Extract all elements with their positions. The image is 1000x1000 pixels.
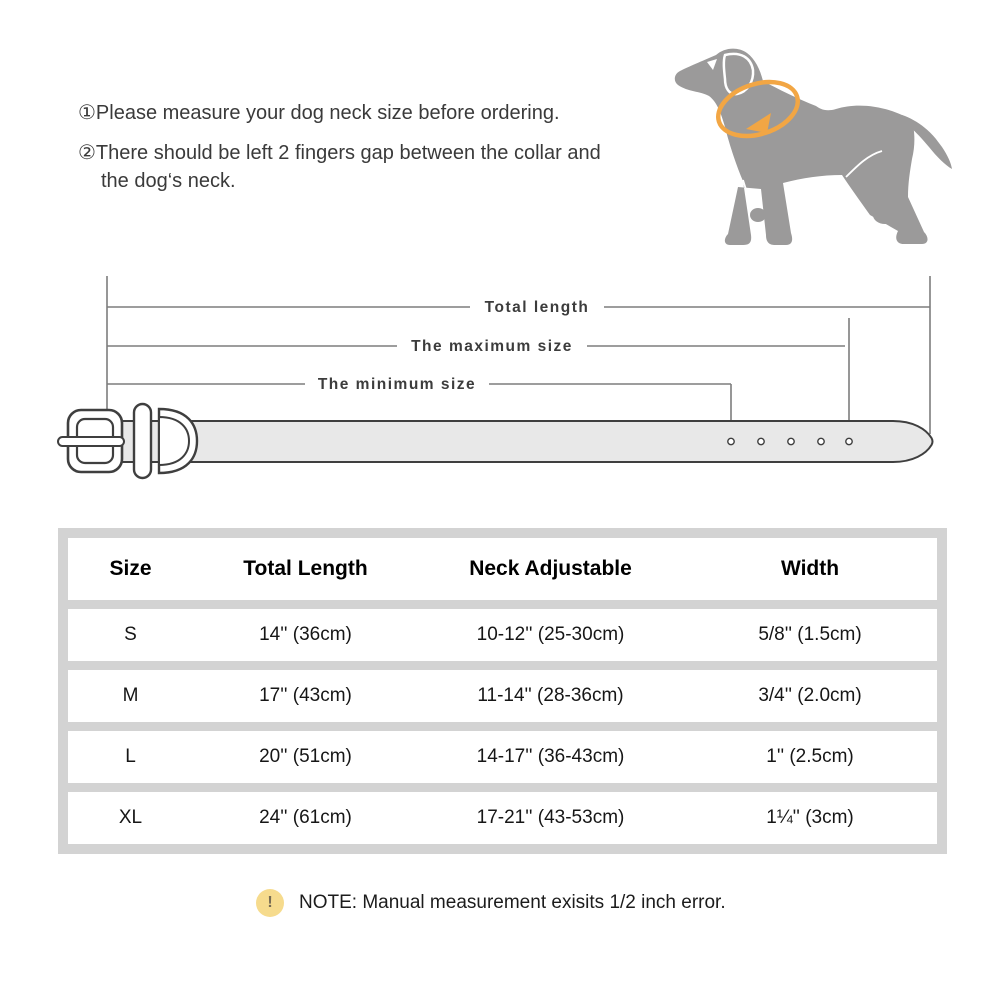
table-cell: 14'' (36cm) xyxy=(259,624,352,645)
measurement-note: ! NOTE: Manual measurement exisits 1/2 i… xyxy=(256,889,726,917)
dog-far-front-paw xyxy=(750,208,766,222)
table-cell: M xyxy=(122,685,139,706)
collar-diagram: Total length The maximum size The minimu… xyxy=(0,260,1000,520)
table-row-m: M 17'' (43cm) 11-14'' (28-36cm) 3/4'' (2… xyxy=(68,670,937,722)
collar-buckle-prong xyxy=(57,436,125,447)
exclamation-icon: ! xyxy=(256,889,284,917)
table-cell: XL xyxy=(118,807,143,828)
maximum-size-label: The maximum size xyxy=(411,338,573,355)
table-cell: 11-14'' (28-36cm) xyxy=(477,685,624,706)
total-length-label: Total length xyxy=(485,299,590,316)
dog-leg-separator xyxy=(742,179,754,230)
neck-measure-ring xyxy=(715,79,801,139)
table-row-xl: XL 24'' (61cm) 17-21'' (43-53cm) 1¼'' (3… xyxy=(68,792,937,844)
table-cell: 1'' (2.5cm) xyxy=(766,746,854,767)
table-cell: 10-12'' (25-30cm) xyxy=(476,624,625,645)
table-cell: 20'' (51cm) xyxy=(259,746,352,767)
header-size: Size xyxy=(109,557,152,580)
collar-strap xyxy=(121,420,934,463)
table-cell: 17'' (43cm) xyxy=(259,685,352,706)
dog-illustration xyxy=(650,25,960,265)
table-cell: L xyxy=(125,746,136,767)
dog-thigh-separator xyxy=(845,150,883,178)
table-cell: 3/4'' (2.0cm) xyxy=(758,685,862,706)
size-table-header-row: Size Total Length Neck Adjustable Width xyxy=(68,538,937,600)
dog-tail xyxy=(902,115,952,169)
neck-measure-arrowhead xyxy=(746,113,771,133)
table-cell: 24'' (61cm) xyxy=(259,807,352,828)
table-row-l: L 20'' (51cm) 14-17'' (36-43cm) 1'' (2.5… xyxy=(68,731,937,783)
dog-body xyxy=(674,48,952,245)
dog-silhouette-svg xyxy=(674,48,952,245)
minimum-size-label: The minimum size xyxy=(318,376,476,393)
measurement-lines xyxy=(106,276,931,440)
table-cell: 17-21'' (43-53cm) xyxy=(476,807,625,828)
collar-d-ring-inner xyxy=(158,415,191,467)
table-cell: 1¼'' (3cm) xyxy=(766,807,854,828)
collar-diagram-svg: Total length The maximum size The minimu… xyxy=(57,276,934,480)
table-cell: 5/8'' (1.5cm) xyxy=(758,624,862,645)
measuring-instructions: ①Please measure your dog neck size befor… xyxy=(78,99,618,195)
dog-ear xyxy=(722,52,755,96)
header-width: Width xyxy=(780,557,840,580)
table-row-s: S 14'' (36cm) 10-12'' (25-30cm) 5/8'' (1… xyxy=(68,609,937,661)
instruction-1: ①Please measure your dog neck size befor… xyxy=(78,102,560,124)
note-text: NOTE: Manual measurement exisits 1/2 inc… xyxy=(299,892,726,913)
dog-eye xyxy=(707,59,717,70)
table-cell: 14-17'' (36-43cm) xyxy=(476,746,625,767)
header-neck-adjustable: Neck Adjustable xyxy=(469,557,632,580)
size-table: Size Total Length Neck Adjustable Width … xyxy=(58,528,947,854)
header-total-length: Total Length xyxy=(243,557,368,580)
collar-holes xyxy=(727,437,853,446)
table-cell: S xyxy=(124,624,137,645)
instruction-2: ②There should be left 2 fingers gap betw… xyxy=(78,142,601,192)
collar-keeper-loop xyxy=(132,402,153,480)
